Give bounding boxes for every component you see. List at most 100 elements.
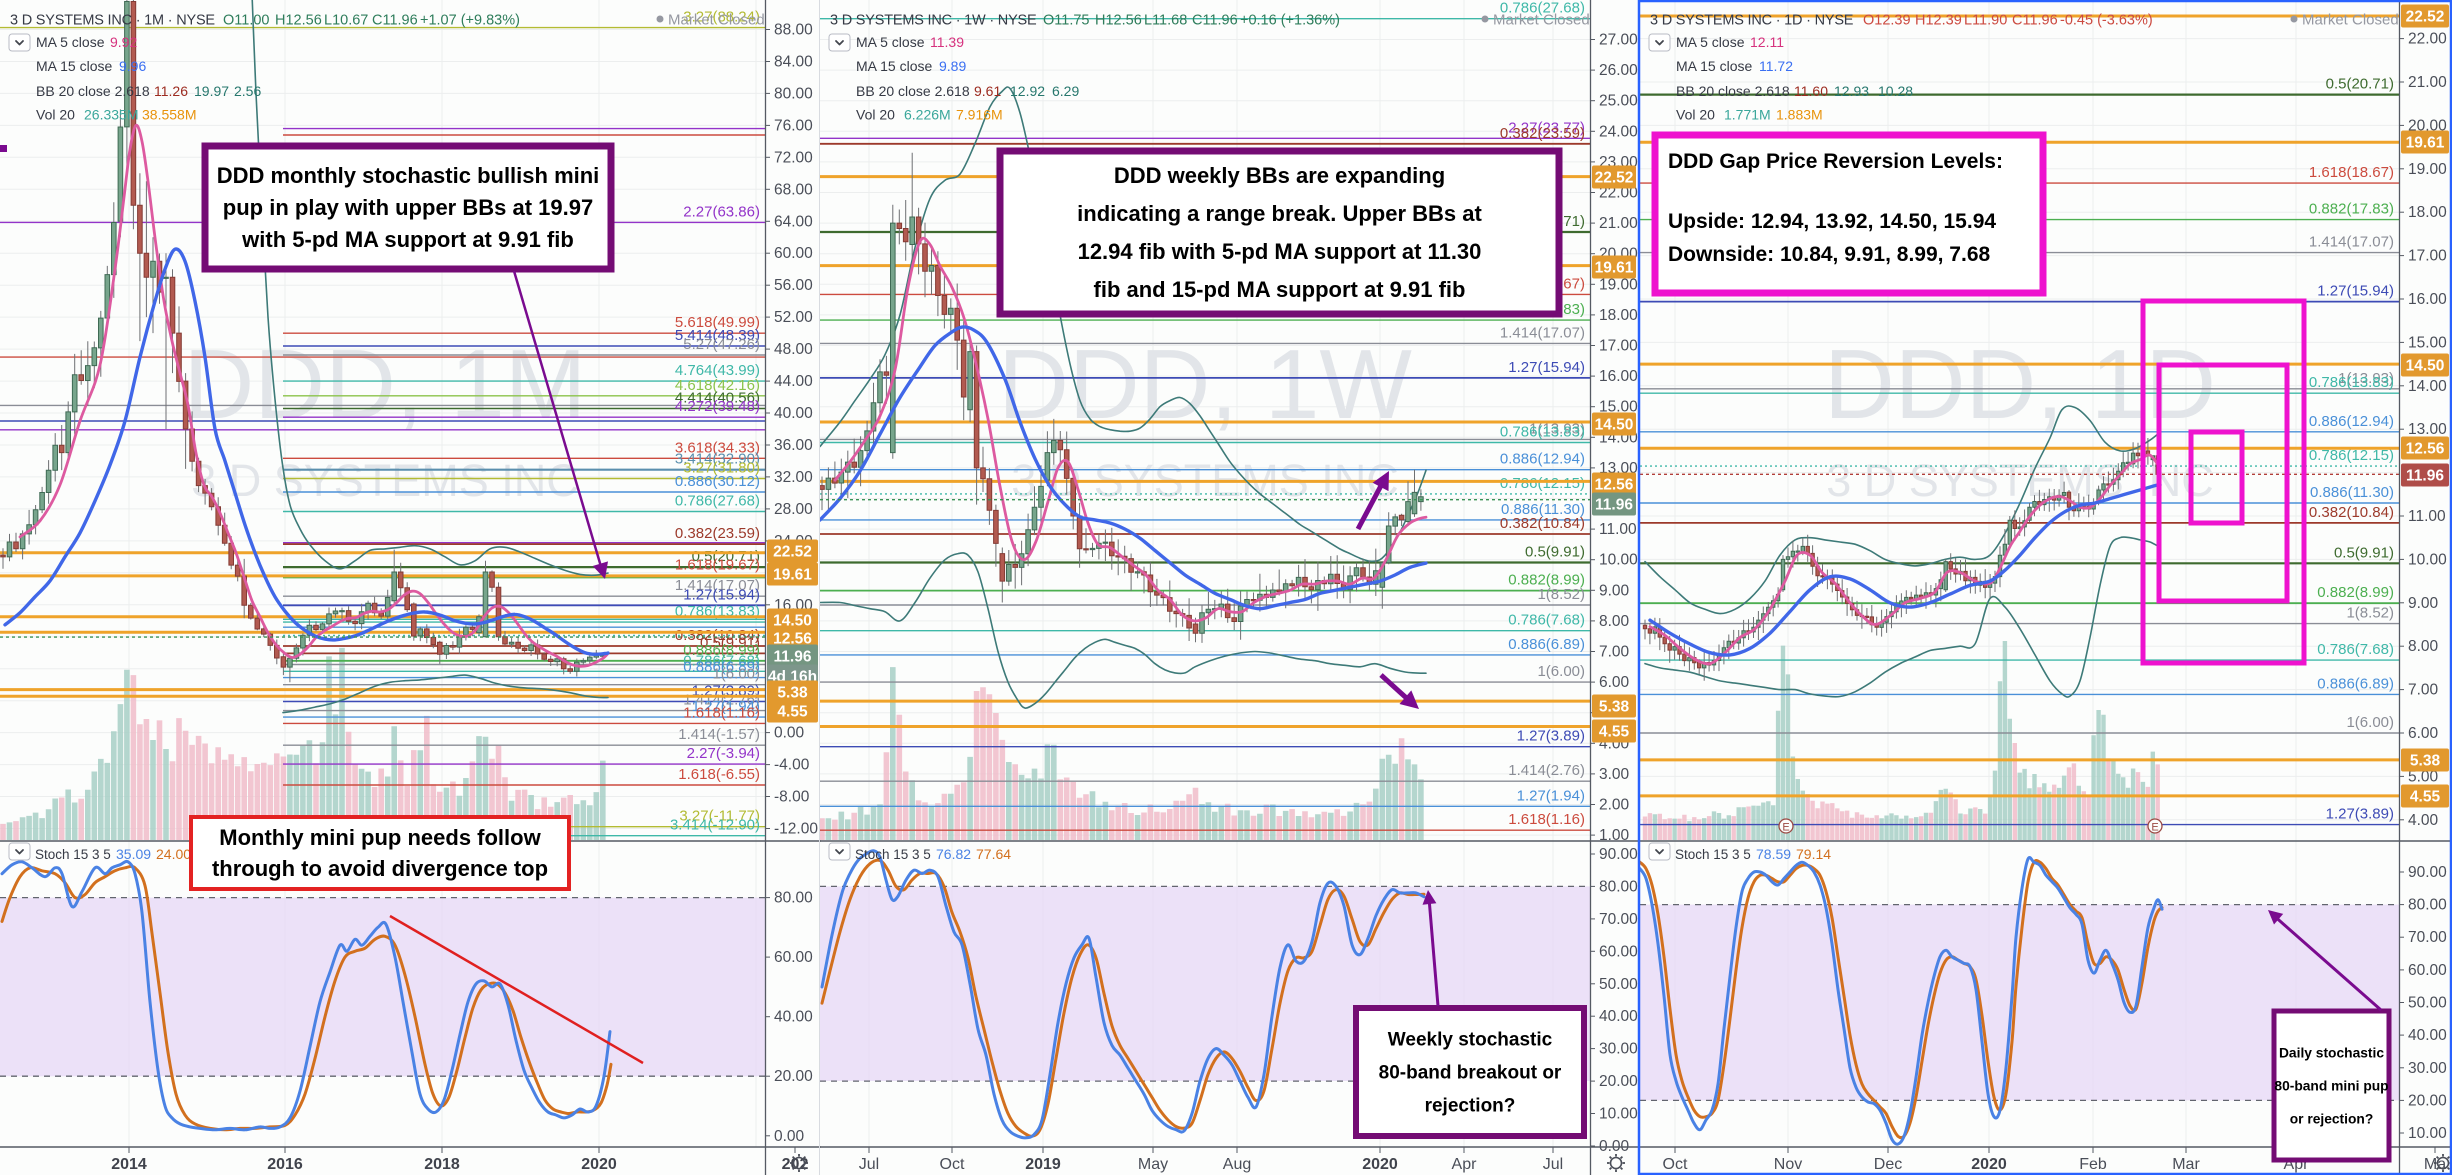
svg-text:Vol 20: Vol 20 xyxy=(1676,107,1715,123)
svg-text:11.96: 11.96 xyxy=(1595,497,1633,514)
svg-text:Oct: Oct xyxy=(1663,1156,1688,1173)
svg-text:15.00: 15.00 xyxy=(2408,334,2447,351)
svg-text:Upside: 12.94, 13.92, 14.50, 1: Upside: 12.94, 13.92, 14.50, 15.94 xyxy=(1668,210,1996,233)
svg-text:Market Closed: Market Closed xyxy=(2302,12,2399,29)
svg-text:1(8.52): 1(8.52) xyxy=(1537,586,1585,603)
svg-text:C11.96: C11.96 xyxy=(372,13,418,29)
svg-text:50.00: 50.00 xyxy=(2408,995,2447,1012)
svg-text:1.618(1.16): 1.618(1.16) xyxy=(1508,811,1585,828)
svg-text:MA 15 close: MA 15 close xyxy=(36,58,112,74)
svg-text:32.00: 32.00 xyxy=(774,469,813,486)
svg-text:0.382(23.59): 0.382(23.59) xyxy=(1500,125,1585,142)
svg-text:through to avoid divergence to: through to avoid divergence top xyxy=(212,856,548,881)
svg-text:17.00: 17.00 xyxy=(1599,338,1638,355)
svg-text:12.94 fib with 5-pd MA support: 12.94 fib with 5-pd MA support at 11.30 xyxy=(1078,239,1482,264)
svg-text:7.00: 7.00 xyxy=(1599,644,1630,661)
svg-text:1.414(-1.57): 1.414(-1.57) xyxy=(678,726,760,743)
svg-text:Monthly mini pup needs follow: Monthly mini pup needs follow xyxy=(219,825,541,850)
svg-text:1(6.00): 1(6.00) xyxy=(2346,714,2394,731)
svg-text:3.414(-12.90): 3.414(-12.90) xyxy=(670,817,760,834)
svg-text:40.00: 40.00 xyxy=(774,1009,813,1026)
svg-text:-12.00: -12.00 xyxy=(774,821,818,838)
svg-text:80.00: 80.00 xyxy=(774,890,813,907)
svg-text:10.00: 10.00 xyxy=(1599,552,1638,569)
svg-text:1.27(1.94): 1.27(1.94) xyxy=(692,698,760,715)
svg-text:0.886(8.99): 0.886(8.99) xyxy=(683,642,760,659)
svg-text:60.00: 60.00 xyxy=(774,949,813,966)
svg-text:19.61: 19.61 xyxy=(773,567,812,584)
svg-text:2.27(23.77): 2.27(23.77) xyxy=(1508,119,1585,136)
svg-text:1.27(3.89): 1.27(3.89) xyxy=(1517,728,1585,745)
svg-text:11.96: 11.96 xyxy=(2406,468,2444,485)
svg-text:1.618(1.16): 1.618(1.16) xyxy=(683,704,760,721)
svg-text:+0.16 (+1.36%): +0.16 (+1.36%) xyxy=(1240,13,1340,29)
svg-text:5.38: 5.38 xyxy=(777,685,808,702)
svg-text:MA 5 close: MA 5 close xyxy=(36,34,105,50)
svg-text:C11.96: C11.96 xyxy=(2012,13,2058,29)
svg-text:11.96: 11.96 xyxy=(774,649,812,666)
svg-text:Jul: Jul xyxy=(859,1156,879,1173)
svg-text:40.00: 40.00 xyxy=(2408,1027,2447,1044)
svg-text:0.786(12.15): 0.786(12.15) xyxy=(2309,447,2394,464)
svg-text:20.00: 20.00 xyxy=(2408,1092,2447,1109)
svg-text:with 5-pd MA support at 9.91 f: with 5-pd MA support at 9.91 fib xyxy=(241,227,574,252)
svg-text:36.00: 36.00 xyxy=(774,437,813,454)
svg-text:O12.39: O12.39 xyxy=(1863,13,1911,29)
svg-text:6.00: 6.00 xyxy=(2408,725,2439,742)
svg-text:0.886(11.30): 0.886(11.30) xyxy=(2310,484,2394,501)
svg-text:Mar: Mar xyxy=(2172,1156,2200,1173)
svg-text:7.00: 7.00 xyxy=(2408,682,2439,699)
svg-text:L11.90: L11.90 xyxy=(1964,13,2007,29)
svg-text:60.00: 60.00 xyxy=(774,245,813,262)
svg-text:24.00: 24.00 xyxy=(1599,123,1638,140)
svg-text:12.56: 12.56 xyxy=(773,631,812,648)
svg-text:12.56: 12.56 xyxy=(1595,477,1634,494)
svg-text:5.618(49.99): 5.618(49.99) xyxy=(675,314,760,331)
svg-text:1.414(17.07): 1.414(17.07) xyxy=(675,577,760,594)
svg-text:DDD monthly stochastic bullish: DDD monthly stochastic bullish mini xyxy=(217,163,600,188)
svg-text:6.00: 6.00 xyxy=(1599,674,1630,691)
svg-text:76.82: 76.82 xyxy=(936,846,971,862)
svg-text:MA 5 close: MA 5 close xyxy=(856,34,925,50)
svg-text:15.00: 15.00 xyxy=(1599,399,1638,416)
svg-text:5.414(48.39): 5.414(48.39) xyxy=(675,327,760,344)
svg-text:10.28: 10.28 xyxy=(1878,83,1913,99)
svg-text:2.27(-3.94): 2.27(-3.94) xyxy=(687,745,760,762)
svg-text:0.786(7.68): 0.786(7.68) xyxy=(683,652,760,669)
svg-text:12.92: 12.92 xyxy=(1010,83,1045,99)
svg-text:4.618(42.16): 4.618(42.16) xyxy=(675,377,760,394)
svg-text:3.27(31.80): 3.27(31.80) xyxy=(683,460,760,477)
svg-text:2020: 2020 xyxy=(1971,1156,2007,1173)
svg-text:4.55: 4.55 xyxy=(1599,724,1630,741)
svg-text:7.916M: 7.916M xyxy=(956,107,1003,123)
svg-text:C11.96: C11.96 xyxy=(1192,13,1238,29)
svg-text:0.786(27.68): 0.786(27.68) xyxy=(1500,0,1585,17)
svg-text:MA 15 close: MA 15 close xyxy=(856,58,932,74)
svg-text:80-band breakout or: 80-band breakout or xyxy=(1379,1063,1562,1084)
svg-text:BB 20 close 2.618: BB 20 close 2.618 xyxy=(856,83,970,99)
svg-text:1.00: 1.00 xyxy=(1599,827,1630,844)
svg-text:78.59: 78.59 xyxy=(1756,846,1791,862)
svg-text:14.00: 14.00 xyxy=(2408,378,2447,395)
svg-text:MA 5 close: MA 5 close xyxy=(1676,34,1745,50)
svg-text:40.00: 40.00 xyxy=(1599,1008,1638,1025)
svg-text:1(13.93): 1(13.93) xyxy=(1529,420,1585,437)
svg-text:1(13.93): 1(13.93) xyxy=(2338,370,2394,387)
svg-text:0.886(12.94): 0.886(12.94) xyxy=(2309,413,2394,430)
svg-text:0.00: 0.00 xyxy=(774,1128,805,1145)
svg-text:22.00: 22.00 xyxy=(2408,31,2447,48)
svg-text:4.55: 4.55 xyxy=(777,704,808,721)
svg-text:50.00: 50.00 xyxy=(1599,976,1638,993)
svg-text:Oct: Oct xyxy=(940,1156,965,1173)
svg-text:21.00: 21.00 xyxy=(2408,74,2447,91)
svg-text:1.414(2.76): 1.414(2.76) xyxy=(1508,762,1585,779)
svg-text:0.886(30.12): 0.886(30.12) xyxy=(675,473,760,490)
svg-text:indicating a range break. Uppe: indicating a range break. Upper BBs at xyxy=(1077,201,1482,226)
svg-text:-0.45 (-3.63%): -0.45 (-3.63%) xyxy=(2060,13,2153,29)
svg-text:28.00: 28.00 xyxy=(774,501,813,518)
svg-text:5.38: 5.38 xyxy=(2410,753,2441,770)
svg-text:80.00: 80.00 xyxy=(2408,897,2447,914)
svg-text:May: May xyxy=(1138,1156,1168,1173)
svg-text:12.56: 12.56 xyxy=(2406,441,2445,458)
svg-text:76.00: 76.00 xyxy=(774,117,813,134)
